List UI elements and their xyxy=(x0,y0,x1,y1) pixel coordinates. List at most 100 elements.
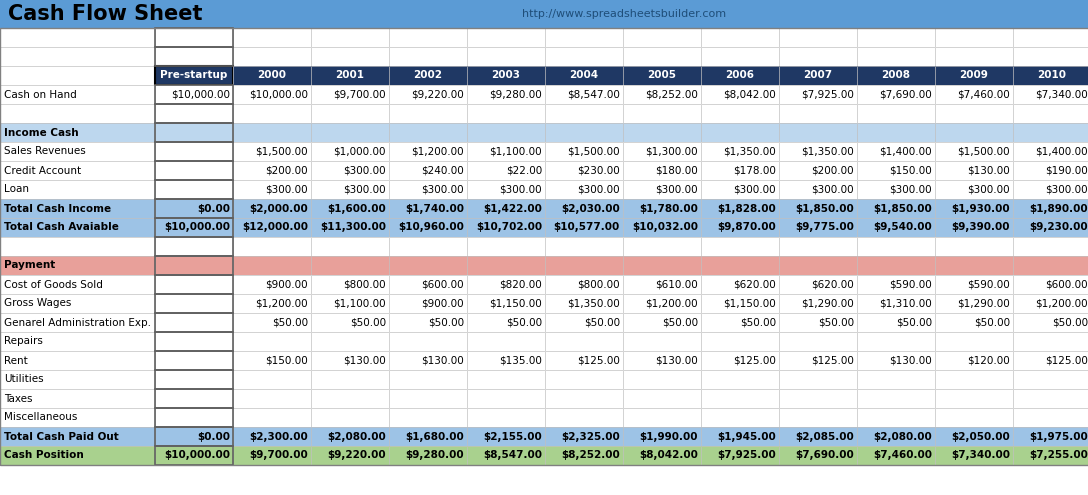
Bar xyxy=(935,389,1013,408)
Bar xyxy=(390,180,467,199)
Bar xyxy=(0,370,154,389)
Bar xyxy=(623,294,701,313)
Bar xyxy=(154,389,233,408)
Bar xyxy=(701,275,779,294)
Bar xyxy=(857,66,935,85)
Bar xyxy=(1013,85,1088,104)
Bar xyxy=(779,332,857,351)
Bar xyxy=(935,408,1013,427)
Bar xyxy=(154,218,233,237)
Bar xyxy=(1013,275,1088,294)
Text: $7,925.00: $7,925.00 xyxy=(717,450,776,460)
Text: $8,252.00: $8,252.00 xyxy=(645,90,698,99)
Bar xyxy=(467,161,545,180)
Bar xyxy=(233,446,311,465)
Bar xyxy=(857,237,935,256)
Text: $10,000.00: $10,000.00 xyxy=(164,222,230,233)
Bar xyxy=(545,66,623,85)
Bar xyxy=(154,218,233,237)
Bar xyxy=(857,351,935,370)
Bar xyxy=(233,180,311,199)
Text: $9,700.00: $9,700.00 xyxy=(333,90,386,99)
Bar xyxy=(467,142,545,161)
Bar xyxy=(623,199,701,218)
Bar xyxy=(935,123,1013,142)
Bar xyxy=(467,370,545,389)
Bar xyxy=(545,85,623,104)
Bar xyxy=(701,294,779,313)
Bar xyxy=(233,389,311,408)
Bar xyxy=(233,180,311,199)
Bar xyxy=(154,142,233,161)
Bar xyxy=(623,47,701,66)
Bar xyxy=(390,408,467,427)
Bar xyxy=(154,123,233,142)
Bar xyxy=(233,275,311,294)
Bar xyxy=(857,123,935,142)
Bar xyxy=(233,104,311,123)
Text: $300.00: $300.00 xyxy=(1046,185,1088,195)
Text: $150.00: $150.00 xyxy=(265,355,308,365)
Text: 2009: 2009 xyxy=(960,70,988,81)
Bar xyxy=(623,28,701,47)
Bar xyxy=(545,427,623,446)
Bar xyxy=(1013,332,1088,351)
Text: 2002: 2002 xyxy=(413,70,443,81)
Bar xyxy=(779,199,857,218)
Bar xyxy=(779,104,857,123)
Bar xyxy=(233,427,311,446)
Bar xyxy=(1013,180,1088,199)
Bar xyxy=(935,294,1013,313)
Bar xyxy=(701,180,779,199)
Bar xyxy=(0,85,154,104)
Bar xyxy=(390,237,467,256)
Bar xyxy=(0,161,154,180)
Bar xyxy=(311,199,390,218)
Bar xyxy=(233,123,311,142)
Bar xyxy=(857,180,935,199)
Text: $1,290.00: $1,290.00 xyxy=(957,298,1010,308)
Bar xyxy=(701,351,779,370)
Text: $8,042.00: $8,042.00 xyxy=(724,90,776,99)
Bar xyxy=(545,142,623,161)
Text: $150.00: $150.00 xyxy=(889,165,932,176)
Bar xyxy=(935,370,1013,389)
Bar xyxy=(1013,256,1088,275)
Text: $620.00: $620.00 xyxy=(812,280,854,290)
Bar xyxy=(857,332,935,351)
Text: $1,200.00: $1,200.00 xyxy=(1036,298,1088,308)
Bar xyxy=(701,142,779,161)
Text: $2,155.00: $2,155.00 xyxy=(483,432,542,442)
Bar xyxy=(154,332,233,351)
Bar xyxy=(857,199,935,218)
Bar xyxy=(623,218,701,237)
Bar xyxy=(857,47,935,66)
Bar xyxy=(1013,313,1088,332)
Bar xyxy=(1013,123,1088,142)
Bar xyxy=(1013,142,1088,161)
Text: $300.00: $300.00 xyxy=(733,185,776,195)
Bar xyxy=(623,66,701,85)
Bar xyxy=(233,256,311,275)
Bar xyxy=(311,351,390,370)
Text: Repairs: Repairs xyxy=(4,337,42,346)
Bar xyxy=(311,351,390,370)
Bar xyxy=(311,446,390,465)
Text: 2008: 2008 xyxy=(881,70,911,81)
Bar xyxy=(154,104,233,123)
Text: $2,000.00: $2,000.00 xyxy=(249,203,308,213)
Text: $130.00: $130.00 xyxy=(655,355,698,365)
Bar xyxy=(0,142,154,161)
Bar xyxy=(1013,275,1088,294)
Bar xyxy=(1013,47,1088,66)
Bar xyxy=(857,28,935,47)
Bar xyxy=(467,332,545,351)
Bar xyxy=(857,427,935,446)
Bar xyxy=(857,427,935,446)
Bar xyxy=(1013,28,1088,47)
Bar xyxy=(779,351,857,370)
Text: Payment: Payment xyxy=(4,260,55,270)
Bar xyxy=(0,218,154,237)
Text: $1,290.00: $1,290.00 xyxy=(801,298,854,308)
Text: $9,390.00: $9,390.00 xyxy=(952,222,1010,233)
